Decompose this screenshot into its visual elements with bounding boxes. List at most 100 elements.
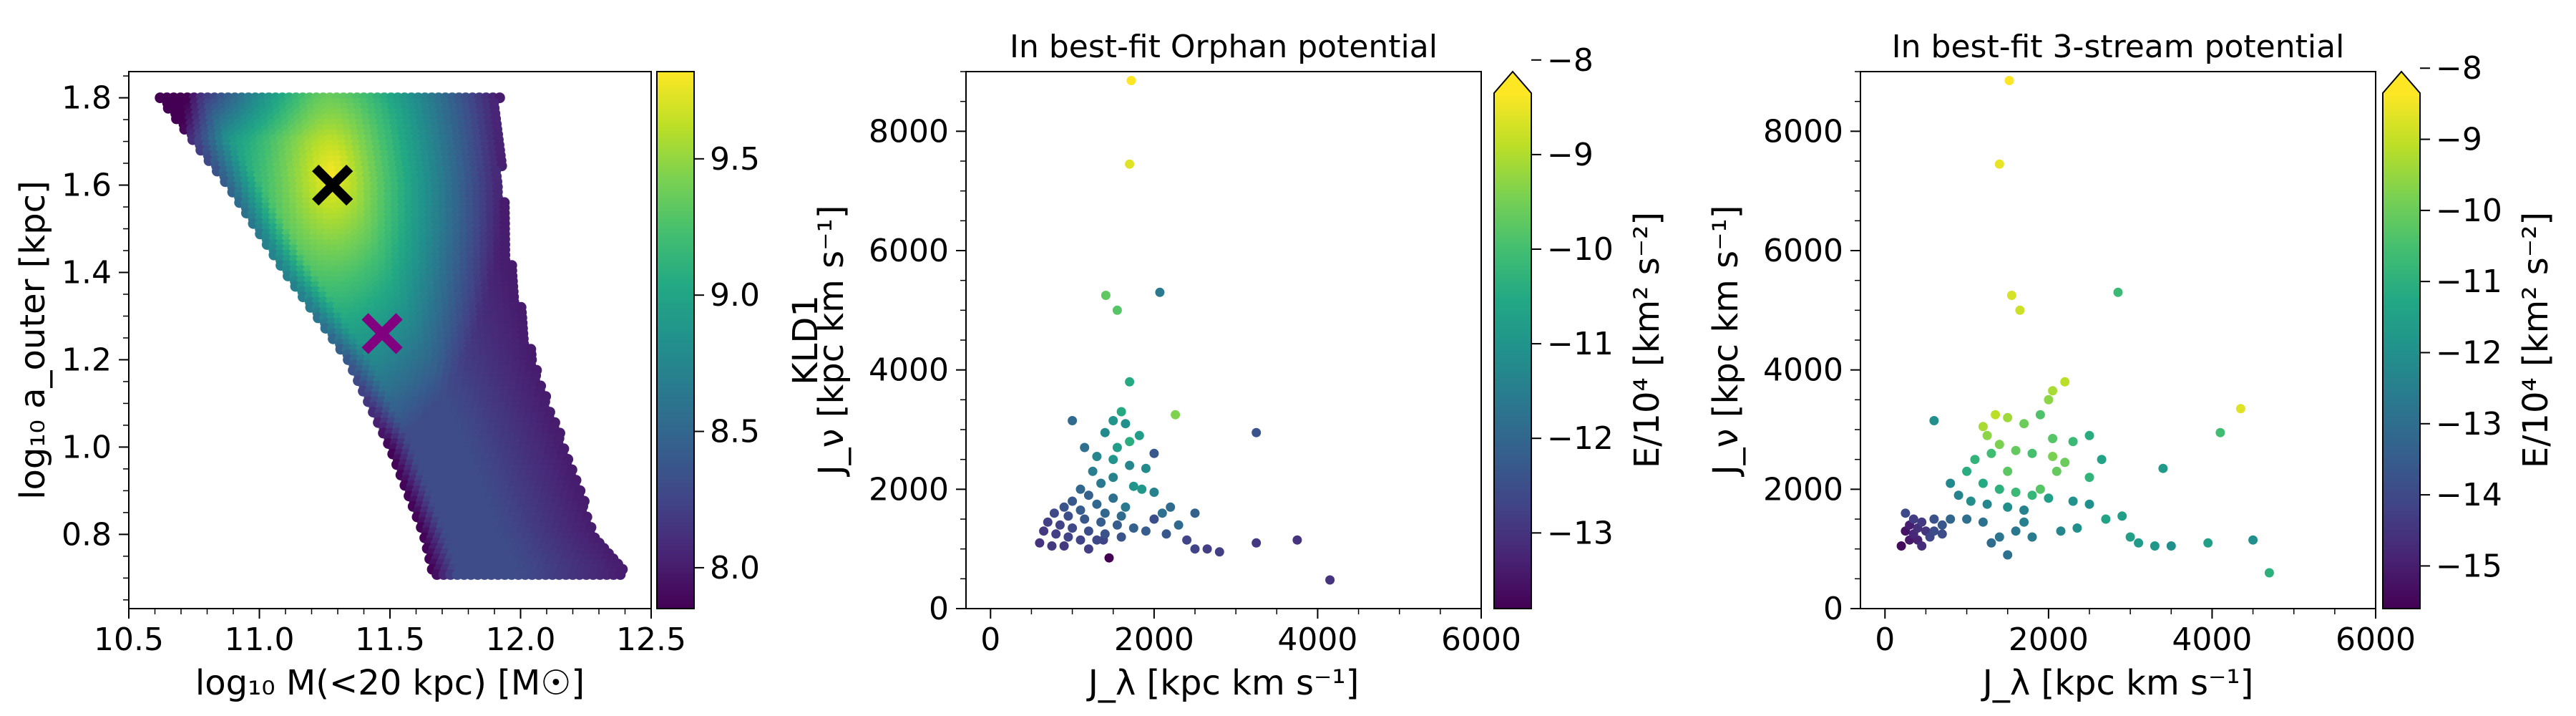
three-stream-axes-frame — [1860, 71, 2376, 609]
three-stream-point — [2158, 463, 2168, 473]
three-stream-point — [1994, 532, 2004, 542]
orphan-point — [1043, 517, 1053, 527]
three-stream-point — [2215, 427, 2225, 437]
orphan-point — [1325, 575, 1335, 585]
orphan-x-axis-label: J_λ [kpc km s⁻¹] — [1086, 663, 1360, 703]
heatmap-y-tick-label: 1.0 — [62, 429, 112, 465]
three-stream-point — [2027, 448, 2037, 458]
orphan-point — [1088, 466, 1098, 476]
orphan-point — [1035, 538, 1045, 548]
three-stream-point — [1908, 514, 1918, 524]
three-stream-point — [1917, 517, 1927, 527]
orphan-point — [1112, 442, 1122, 453]
heatmap-y-axis-label: log₁₀ a_outer [kpc] — [13, 180, 53, 500]
three-stream-point — [1994, 484, 2004, 494]
three-stream-point — [1970, 455, 1980, 465]
orphan-point — [1126, 76, 1136, 85]
orphan-point — [1075, 484, 1085, 494]
orphan-y-ticks: 0 2000 4000 6000 8000 — [869, 71, 966, 627]
three-stream-colorbar-tick-label: −13 — [2436, 406, 2502, 442]
orphan-colorbar-tick-label: −11 — [1547, 326, 1614, 362]
heatmap-x-tick-label: 11.0 — [225, 621, 295, 658]
orphan-point — [1121, 502, 1131, 512]
three-stream-colorbar-outline — [2382, 70, 2421, 609]
orphan-point — [1096, 517, 1106, 527]
three-stream-point — [1982, 499, 1992, 509]
kld-colorbar-tick-label: 8.0 — [710, 550, 760, 586]
orphan-point — [1174, 520, 1184, 530]
three-stream-colorbar-ticks: −15 −14 −13 −12 −11 −10 −9 −8 — [2420, 50, 2502, 584]
three-stream-point — [1962, 466, 1972, 476]
orphan-colorbar-tick-label: −8 — [1547, 42, 1594, 79]
orphan-point — [1137, 484, 1147, 494]
orphan-panel-title: In best-fit Orphan potential — [1010, 29, 1438, 65]
three-stream-colorbar-tick-label: −14 — [2436, 477, 2502, 513]
three-stream-point — [2027, 532, 2037, 542]
three-stream-point — [2134, 538, 2144, 548]
three-stream-point — [2068, 496, 2078, 506]
three-stream-point — [2011, 488, 2021, 497]
three-stream-colorbar-tick-label: −11 — [2436, 263, 2502, 300]
orphan-point — [1116, 532, 1126, 542]
kld-colorbar-gradient — [656, 71, 695, 609]
three-stream-point — [1937, 529, 1947, 539]
orphan-point — [1068, 416, 1078, 425]
orphan-colorbar-tick-label: −13 — [1547, 515, 1614, 551]
orphan-x-tick-label: 2000 — [1114, 621, 1194, 658]
three-stream-point — [1994, 159, 2004, 169]
orphan-point — [1141, 463, 1151, 473]
orphan-point — [1116, 407, 1126, 417]
orphan-point — [1108, 493, 1118, 503]
heatmap-x-axis-label: log₁₀ M(<20 kpc) [M☉] — [195, 663, 585, 703]
three-stream-point — [1982, 430, 1992, 440]
orphan-point — [1128, 523, 1138, 533]
orphan-point — [1125, 437, 1135, 447]
three-stream-point — [2027, 490, 2037, 500]
orphan-point — [1112, 520, 1122, 530]
three-stream-x-tick-label: 2000 — [2009, 621, 2089, 658]
orphan-point — [1092, 535, 1102, 545]
orphan-point — [1149, 448, 1159, 458]
three-stream-point — [1917, 541, 1927, 551]
orphan-point — [1141, 526, 1151, 536]
three-stream-point — [2015, 305, 2025, 315]
three-stream-x-axis-label: J_λ [kpc km s⁻¹] — [1981, 663, 2254, 703]
kld-colorbar-tick-label: 9.0 — [710, 277, 760, 314]
three-stream-point — [2006, 291, 2016, 300]
orphan-colorbar-tick-label: −12 — [1547, 420, 1614, 457]
orphan-point — [1128, 481, 1138, 491]
three-stream-point — [1978, 422, 1988, 432]
three-stream-y-tick-label: 4000 — [1763, 352, 1843, 389]
three-stream-point — [2166, 541, 2176, 551]
three-stream-colorbar-gradient — [2383, 93, 2420, 609]
three-stream-y-tick-label: 8000 — [1763, 113, 1843, 150]
three-stream-point — [1966, 496, 1976, 506]
three-stream-colorbar-tick-label: −12 — [2436, 334, 2502, 371]
three-stream-point — [1962, 514, 1972, 524]
three-stream-y-axis-label: J_ν [kpc km s⁻¹] — [1706, 205, 1746, 478]
kld-colorbar-tick-label: 9.5 — [710, 141, 760, 178]
orphan-colorbar-gradient — [1494, 93, 1531, 609]
three-stream-point — [1986, 448, 1996, 458]
orphan-x-tick-label: 0 — [980, 621, 1000, 658]
heatmap-x-tick-label: 12.0 — [486, 621, 556, 658]
orphan-point — [1083, 526, 1093, 536]
three-stream-y-tick-label: 0 — [1823, 591, 1843, 627]
orphan-y-tick-label: 8000 — [869, 113, 949, 150]
three-stream-point — [2019, 505, 2029, 515]
three-stream-y-tick-label: 6000 — [1763, 233, 1843, 269]
orphan-y-tick-label: 6000 — [869, 233, 949, 269]
orphan-point — [1080, 442, 1090, 453]
three-stream-point — [2035, 410, 2045, 420]
three-stream-point — [2019, 517, 2029, 527]
three-stream-colorbar-label: E/10⁴ [km² s⁻²] — [2516, 212, 2556, 468]
orphan-point — [1252, 538, 1262, 548]
orphan-point — [1100, 427, 1110, 437]
orphan-point — [1149, 514, 1159, 524]
three-stream-best-fit-marker — [361, 313, 403, 354]
orphan-y-tick-label: 0 — [929, 591, 949, 627]
orphan-point — [1068, 523, 1078, 533]
orphan-point — [1108, 455, 1118, 465]
three-stream-scatter-points — [1896, 76, 2274, 578]
orphan-point — [1125, 377, 1135, 387]
